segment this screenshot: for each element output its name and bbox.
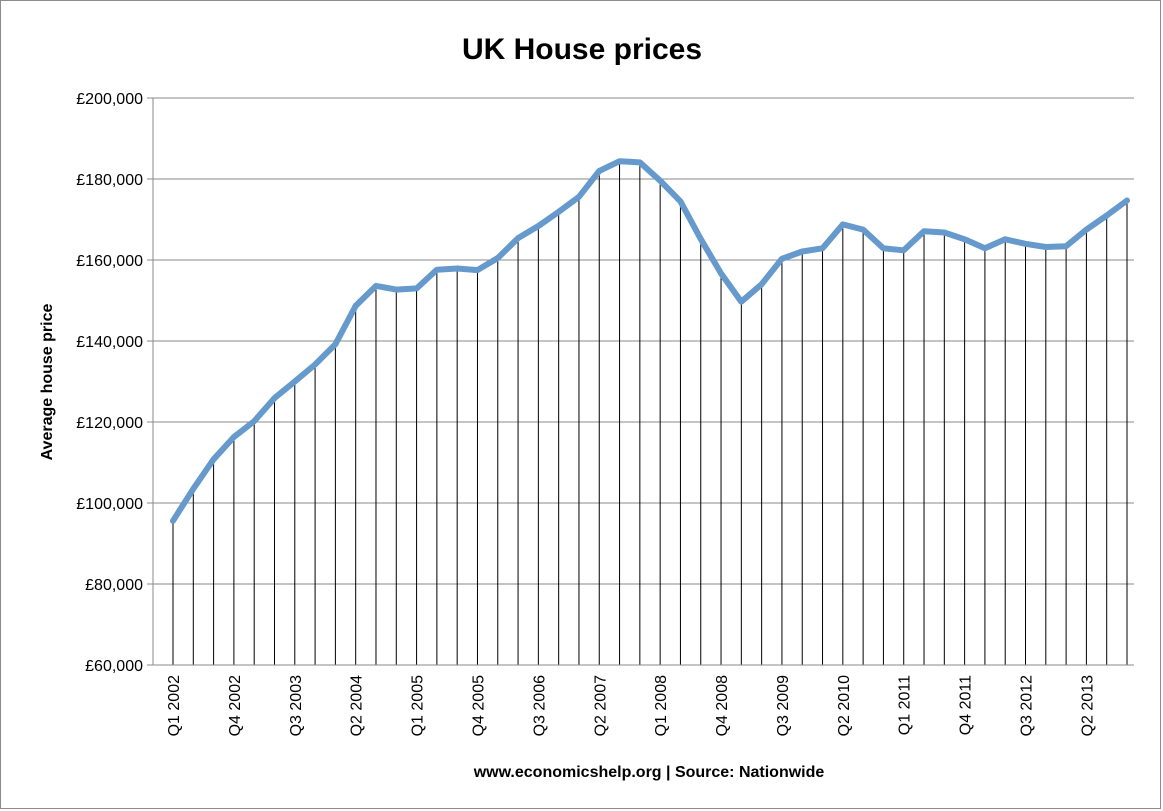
x-tick-label: Q2 2013 [1079, 675, 1096, 736]
y-tick-label: £80,000 [85, 577, 143, 594]
y-tick-label: £60,000 [85, 658, 143, 675]
y-tick-label: £140,000 [76, 334, 143, 351]
x-tick-label: Q3 2006 [531, 675, 548, 736]
x-tick-label: Q1 2005 [410, 675, 427, 736]
x-tick-labels: Q1 2002 Q4 2002 Q3 2003 Q2 2004 Q1 2005 Q4 20… [166, 675, 1096, 736]
x-tick-label: Q3 2012 [1019, 675, 1036, 736]
x-tick-label: Q1 2008 [653, 675, 670, 736]
drop-lines [172, 161, 1128, 665]
series-line [170, 158, 1130, 524]
x-tick-label: Q1 2011 [897, 675, 914, 735]
axes [147, 97, 1134, 666]
y-tick-label: £180,000 [76, 172, 143, 189]
x-tick-label: Q4 2005 [470, 675, 487, 736]
y-tick-label: £120,000 [76, 415, 143, 432]
x-tick-label: Q2 2004 [349, 675, 366, 736]
x-tick-label: Q4 2008 [714, 675, 731, 736]
x-tick-label: Q2 2010 [836, 675, 853, 736]
chart-title: UK House prices [462, 33, 702, 66]
y-axis-label: Average house price [39, 304, 56, 461]
gridlines [153, 97, 1134, 585]
y-tick-label: £160,000 [76, 253, 143, 270]
y-tick-label: £100,000 [76, 496, 143, 513]
x-tick-label: Q4 2002 [227, 675, 244, 736]
x-axis-label: www.economicshelp.org | Source: Nationwi… [473, 764, 825, 781]
x-tick-label: Q3 2009 [775, 675, 792, 736]
x-tick-label: Q1 2002 [166, 675, 183, 736]
series-layer [170, 158, 1130, 524]
y-tick-labels: £60,000 £80,000 £100,000 £120,000 £140,000 £1… [76, 91, 143, 675]
y-tick-label: £200,000 [76, 91, 143, 108]
x-tick-label: Q2 2007 [592, 675, 609, 736]
x-tick-label: Q3 2003 [288, 675, 305, 736]
x-tick-label: Q4 2011 [958, 675, 975, 735]
